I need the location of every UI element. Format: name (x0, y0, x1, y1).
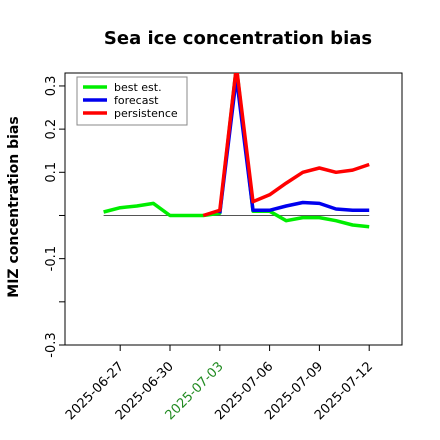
y-tick-label: 0.2 (44, 119, 59, 140)
plot-frame (64, 72, 403, 346)
legend-label-persistence: persistence (114, 107, 178, 120)
y-axis-label: MIZ concentration bias (6, 116, 22, 297)
plot-content: -0.3-0.10.10.20.32025-06-272025-06-30202… (44, 73, 376, 423)
y-tick-label: -0.3 (44, 332, 59, 357)
chart-title: Sea ice concentration bias (104, 28, 372, 49)
legend-label-forecast: forecast (114, 94, 159, 107)
y-tick-label: -0.1 (44, 246, 59, 271)
y-tick-label: 0.1 (44, 162, 59, 183)
series-line-persistence (202, 73, 370, 218)
y-tick-label: 0.3 (44, 76, 59, 97)
legend-label-best-est: best est. (114, 81, 162, 94)
series-line-forecast (218, 75, 370, 214)
series-line-best-est (103, 73, 370, 229)
